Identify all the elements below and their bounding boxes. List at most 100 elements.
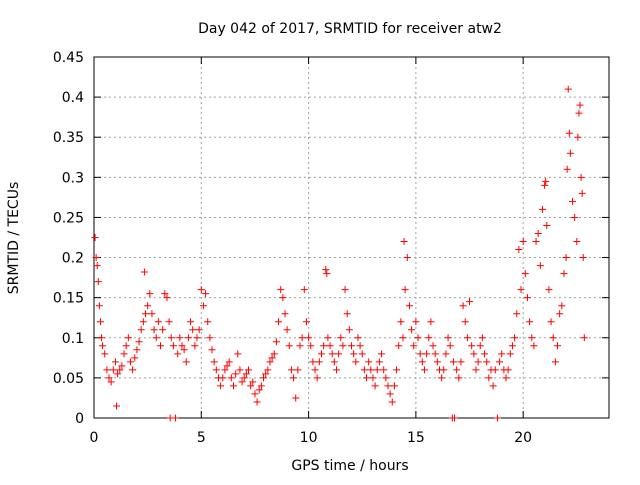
data-point bbox=[388, 398, 396, 406]
data-point bbox=[538, 205, 546, 213]
data-point bbox=[126, 358, 134, 366]
data-point bbox=[418, 358, 426, 366]
data-point bbox=[118, 362, 126, 370]
data-point bbox=[131, 354, 139, 362]
y-tick-label: 0 bbox=[75, 411, 84, 427]
data-point bbox=[427, 318, 435, 326]
data-point bbox=[133, 346, 141, 354]
data-point bbox=[397, 318, 405, 326]
data-point bbox=[423, 350, 431, 358]
data-point bbox=[251, 390, 259, 398]
data-point bbox=[236, 366, 244, 374]
data-point bbox=[152, 334, 160, 342]
data-point bbox=[425, 334, 433, 342]
data-point bbox=[290, 374, 298, 382]
data-point bbox=[140, 268, 148, 276]
data-point bbox=[547, 318, 555, 326]
data-point bbox=[292, 394, 300, 402]
data-point bbox=[412, 318, 420, 326]
y-tick-label: 0.4 bbox=[62, 90, 84, 106]
data-point bbox=[296, 342, 304, 350]
data-point bbox=[234, 350, 242, 358]
y-tick-label: 0.35 bbox=[53, 130, 84, 146]
data-point bbox=[195, 326, 203, 334]
data-point bbox=[408, 326, 416, 334]
data-point bbox=[457, 358, 465, 366]
data-point bbox=[399, 334, 407, 342]
y-axis-label: SRMTID / TECUs bbox=[6, 182, 22, 295]
data-point bbox=[294, 366, 302, 374]
data-point bbox=[182, 358, 190, 366]
data-point bbox=[189, 326, 197, 334]
data-point bbox=[268, 354, 276, 362]
data-point bbox=[317, 350, 325, 358]
data-point bbox=[111, 358, 119, 366]
data-point bbox=[410, 342, 418, 350]
data-point bbox=[466, 298, 474, 306]
data-point bbox=[260, 374, 268, 382]
data-point bbox=[94, 278, 102, 286]
data-point bbox=[569, 197, 577, 205]
data-point bbox=[232, 370, 240, 378]
data-point bbox=[511, 334, 519, 342]
data-point bbox=[159, 326, 167, 334]
data-point bbox=[532, 238, 540, 246]
data-point bbox=[272, 338, 280, 346]
data-point bbox=[390, 382, 398, 390]
data-point bbox=[429, 342, 437, 350]
data-point bbox=[264, 366, 272, 374]
y-tick-label: 0.05 bbox=[53, 371, 84, 387]
data-point bbox=[574, 133, 582, 141]
data-point bbox=[472, 366, 480, 374]
data-point bbox=[161, 290, 169, 298]
data-point bbox=[542, 177, 550, 185]
data-point bbox=[580, 334, 588, 342]
data-point bbox=[571, 213, 579, 221]
data-point bbox=[96, 318, 104, 326]
data-point bbox=[367, 366, 375, 374]
data-point bbox=[91, 234, 99, 241]
data-point bbox=[416, 350, 424, 358]
data-point bbox=[337, 334, 345, 342]
data-point bbox=[324, 334, 332, 342]
data-point bbox=[99, 342, 107, 350]
data-point bbox=[403, 254, 411, 262]
data-point bbox=[249, 378, 257, 386]
data-point bbox=[375, 358, 383, 366]
data-point bbox=[285, 342, 293, 350]
data-point bbox=[180, 346, 188, 354]
data-point bbox=[262, 370, 270, 378]
data-point bbox=[101, 350, 109, 358]
data-point bbox=[172, 414, 180, 422]
data-point bbox=[287, 366, 295, 374]
data-point bbox=[483, 358, 491, 366]
data-point bbox=[247, 382, 255, 390]
data-point bbox=[541, 181, 549, 189]
y-tick-label: 0.25 bbox=[53, 210, 84, 226]
data-point bbox=[129, 366, 137, 374]
data-point bbox=[440, 366, 448, 374]
data-point bbox=[363, 374, 371, 382]
data-point bbox=[238, 378, 246, 386]
data-point bbox=[221, 366, 229, 374]
data-point bbox=[92, 254, 100, 262]
x-tick-label: 15 bbox=[407, 430, 425, 446]
data-point bbox=[199, 302, 207, 310]
data-point bbox=[453, 366, 461, 374]
data-point bbox=[420, 366, 428, 374]
data-point bbox=[169, 342, 177, 350]
data-point bbox=[534, 229, 542, 237]
y-tick-label: 0.3 bbox=[62, 170, 84, 186]
data-point bbox=[240, 374, 248, 382]
data-point bbox=[206, 334, 214, 342]
data-point bbox=[150, 326, 158, 334]
data-point bbox=[167, 334, 175, 342]
data-point bbox=[193, 334, 201, 342]
data-point bbox=[219, 374, 227, 382]
data-point bbox=[446, 342, 454, 350]
data-point bbox=[358, 350, 366, 358]
data-point bbox=[191, 342, 199, 350]
data-point bbox=[330, 358, 338, 366]
data-point bbox=[343, 310, 351, 318]
